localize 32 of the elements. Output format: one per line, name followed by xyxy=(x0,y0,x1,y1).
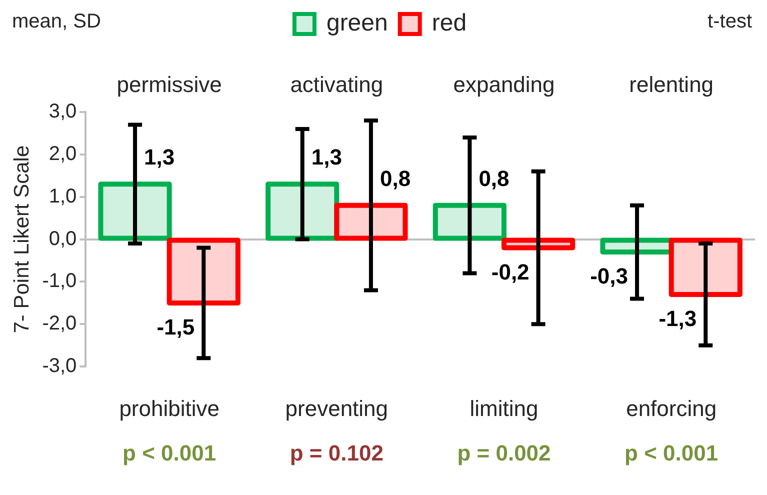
y-tick-label: -1,0 xyxy=(42,270,77,292)
y-tick-label: 2,0 xyxy=(48,142,77,165)
text: mean, SD xyxy=(12,10,101,33)
data-label: 1,3 xyxy=(311,144,342,170)
text: expanding xyxy=(453,72,555,98)
text: permissive xyxy=(116,72,222,98)
y-tick-label: 3,0 xyxy=(48,100,77,123)
data-label: -0,2 xyxy=(491,259,530,284)
text: relenting xyxy=(629,72,714,98)
legend-label: red xyxy=(432,10,467,37)
text: activating xyxy=(290,72,384,98)
data-label: -1,5 xyxy=(156,314,195,340)
x-tick-label: preventing xyxy=(285,396,388,421)
y-tick-label: -2,0 xyxy=(42,312,77,335)
text: p = 0.102 xyxy=(290,440,384,466)
y-axis-title: 7- Point Likert Scale xyxy=(10,145,34,334)
data-label: 1,3 xyxy=(144,144,175,170)
text: t-test xyxy=(708,10,752,33)
data-label: 0,8 xyxy=(478,166,510,191)
data-label: -0,3 xyxy=(590,264,628,289)
data-label: -1,3 xyxy=(658,306,697,331)
text: p < 0.001 xyxy=(624,440,718,466)
y-tick-label: 1,0 xyxy=(48,185,77,208)
x-tick-label: prohibitive xyxy=(119,396,220,421)
y-tick-label: 0,0 xyxy=(48,228,77,250)
text: p = 0.002 xyxy=(457,440,551,466)
y-tick-label: -3,0 xyxy=(42,355,77,378)
x-tick-label: limiting xyxy=(470,396,538,421)
text: p < 0.001 xyxy=(122,440,216,466)
x-tick-label: enforcing xyxy=(626,396,717,421)
legend-label: green xyxy=(326,10,388,37)
data-label: 0,8 xyxy=(380,166,411,191)
